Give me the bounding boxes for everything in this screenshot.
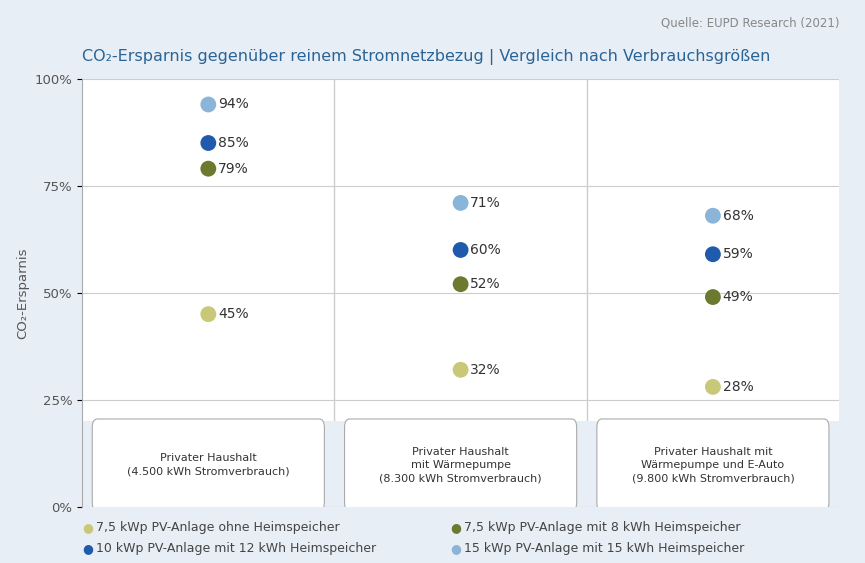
FancyBboxPatch shape [344, 419, 577, 511]
Text: 10 kWp PV-Anlage mit 12 kWh Heimspeicher: 10 kWp PV-Anlage mit 12 kWh Heimspeicher [96, 542, 376, 556]
Text: 15 kWp PV-Anlage mit 15 kWh Heimspeicher: 15 kWp PV-Anlage mit 15 kWh Heimspeicher [464, 542, 744, 556]
Point [706, 293, 720, 302]
Point [453, 365, 467, 374]
Text: Privater Haushalt
mit Wärmepumpe
(8.300 kWh Stromverbrauch): Privater Haushalt mit Wärmepumpe (8.300 … [379, 447, 542, 483]
Point [202, 138, 215, 148]
FancyBboxPatch shape [597, 419, 829, 511]
Text: Quelle: EUPD Research (2021): Quelle: EUPD Research (2021) [661, 17, 839, 30]
Text: ●: ● [450, 521, 461, 534]
Point [706, 211, 720, 220]
Text: Privater Haushalt mit
Wärmepumpe und E-Auto
(9.800 kWh Stromverbrauch): Privater Haushalt mit Wärmepumpe und E-A… [631, 447, 794, 483]
Text: 60%: 60% [471, 243, 501, 257]
FancyBboxPatch shape [93, 419, 324, 511]
Point [202, 100, 215, 109]
Text: 28%: 28% [722, 380, 753, 394]
Text: 7,5 kWp PV-Anlage mit 8 kWh Heimspeicher: 7,5 kWp PV-Anlage mit 8 kWh Heimspeicher [464, 521, 740, 534]
Text: 79%: 79% [218, 162, 249, 176]
Point [453, 245, 467, 254]
Text: 32%: 32% [471, 363, 501, 377]
Point [706, 250, 720, 259]
Text: 59%: 59% [722, 247, 753, 261]
Text: 85%: 85% [218, 136, 249, 150]
FancyBboxPatch shape [82, 421, 839, 507]
Text: Privater Haushalt
(4.500 kWh Stromverbrauch): Privater Haushalt (4.500 kWh Stromverbra… [127, 453, 290, 477]
Point [706, 382, 720, 391]
Text: 52%: 52% [471, 277, 501, 291]
Text: ●: ● [450, 542, 461, 556]
Point [453, 198, 467, 207]
Y-axis label: CO₂-Ersparnis: CO₂-Ersparnis [16, 247, 29, 338]
Text: 94%: 94% [218, 97, 249, 111]
Point [453, 280, 467, 289]
Text: ●: ● [82, 521, 93, 534]
Text: CO₂-Ersparnis gegenüber reinem Stromnetzbezug | Vergleich nach Verbrauchsgrößen: CO₂-Ersparnis gegenüber reinem Stromnetz… [82, 49, 771, 65]
Point [202, 310, 215, 319]
Text: ●: ● [82, 542, 93, 556]
Point [202, 164, 215, 173]
Text: 7,5 kWp PV-Anlage ohne Heimspeicher: 7,5 kWp PV-Anlage ohne Heimspeicher [96, 521, 340, 534]
Text: 45%: 45% [218, 307, 248, 321]
Text: 71%: 71% [471, 196, 501, 210]
Text: 68%: 68% [722, 209, 753, 223]
Text: 49%: 49% [722, 290, 753, 304]
